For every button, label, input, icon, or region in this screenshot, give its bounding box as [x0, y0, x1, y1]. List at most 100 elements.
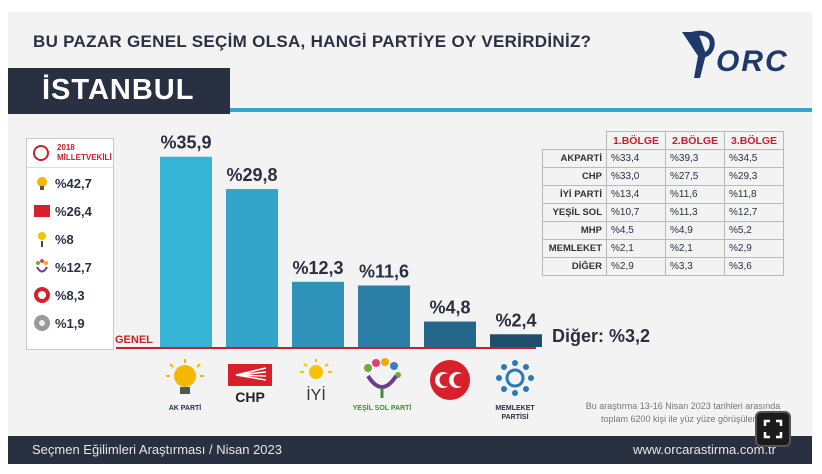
bar-value-label: %4,8 — [429, 298, 470, 318]
legend-item: %12,7 — [33, 257, 113, 277]
bar-value-label: %12,3 — [292, 258, 343, 278]
bar — [424, 321, 476, 347]
akparti-icon — [37, 177, 47, 190]
table-cell: %4,5 — [606, 221, 666, 240]
legend-value: %8,3 — [55, 288, 85, 303]
legend-year: 2018 — [57, 143, 75, 152]
table-cell: %3,6 — [724, 257, 784, 276]
table-cell: %11,3 — [665, 203, 725, 222]
city-banner: İSTANBUL — [8, 68, 230, 114]
bar-chart: %35,9 %29,8 %12,3 %11,6 %4,8 %2,4 — [160, 133, 542, 347]
table-header-row: 1.BÖLGE 2.BÖLGE 3.BÖLGE — [543, 131, 784, 150]
chp-icon — [34, 205, 50, 217]
table-row: CHP %33,0 %27,5 %29,3 — [542, 167, 784, 186]
column-header: 1.BÖLGE — [606, 131, 666, 150]
legend-item: %1,9 — [33, 313, 113, 333]
table-cell: %12,7 — [724, 203, 784, 222]
footer-website-link[interactable]: www.orcarastirma.com.tr — [632, 442, 776, 457]
chp-logo-text: CHP — [235, 389, 265, 404]
table-row: YEŞİL SOL %10,7 %11,3 %12,7 — [542, 203, 784, 222]
table-cell: %3,3 — [665, 257, 725, 276]
legend-subtitle: MİLLETVEKİLİ — [57, 153, 112, 162]
bar-value-label: %29,8 — [226, 165, 277, 185]
iyi-logo-icon: İYİ — [300, 359, 332, 404]
table-cell: %5,2 — [724, 221, 784, 240]
legend-value: %8 — [55, 232, 74, 247]
legend-value: %12,7 — [55, 260, 92, 275]
bar-value-label: %35,9 — [160, 133, 211, 153]
chp-logo-icon: CHP — [228, 364, 272, 404]
iyi-logo-text: İYİ — [306, 385, 326, 404]
row-party: DİĞER — [542, 257, 607, 276]
table-cell: %29,3 — [724, 167, 784, 186]
bar — [160, 156, 212, 347]
bar — [358, 285, 410, 347]
row-party: AKPARTİ — [542, 149, 607, 168]
baseline — [116, 347, 536, 349]
methodology-note: Bu araştırma 13-16 Nisan 2023 tarihleri … — [568, 400, 798, 426]
note-line: Bu araştırma 13-16 Nisan 2023 tarihleri … — [585, 401, 781, 411]
memleket-icon — [34, 315, 50, 331]
table-cell: %33,0 — [606, 167, 666, 186]
fullscreen-icon — [763, 419, 783, 439]
bar-value-label: %2,4 — [495, 310, 536, 330]
city-name: İSTANBUL — [42, 74, 195, 106]
table-cell: %33,4 — [606, 149, 666, 168]
table-cell: %10,7 — [606, 203, 666, 222]
yesil-sol-icon — [36, 259, 48, 273]
regional-table: 1.BÖLGE 2.BÖLGE 3.BÖLGE AKPARTİ %33,4 %39,… — [542, 131, 784, 276]
party-caption: YEŞİL SOL PARTİ — [352, 405, 412, 412]
table-cell: %27,5 — [665, 167, 725, 186]
table-row: MEMLEKET %2,1 %2,1 %2,9 — [542, 239, 784, 258]
row-party: İYİ PARTİ — [542, 185, 607, 204]
infographic: BU PAZAR GENEL SEÇİM OLSA, HANGİ PARTİYE… — [8, 12, 812, 464]
table-cell: %2,1 — [665, 239, 725, 258]
table-cell: %2,9 — [606, 257, 666, 276]
footer-survey-name: Seçmen Eğilimleri Araştırması / Nisan 20… — [32, 442, 282, 457]
row-party: MEMLEKET — [542, 239, 607, 258]
footer-bar: Seçmen Eğilimleri Araştırması / Nisan 20… — [8, 436, 812, 464]
mhp-logo-icon — [430, 360, 470, 400]
legend-item: %26,4 — [33, 201, 113, 221]
party-caption: MEMLEKET PARTİSİ — [495, 405, 535, 421]
orc-logo-icon — [682, 30, 715, 78]
other-label: Diğer: %3,2 — [552, 326, 651, 346]
table-cell: %11,8 — [724, 185, 784, 204]
table-row: İYİ PARTİ %13,4 %11,6 %11,8 — [542, 185, 784, 204]
legend-value: %42,7 — [55, 176, 92, 191]
row-party: YEŞİL SOL — [542, 203, 607, 222]
row-party: CHP — [542, 167, 607, 186]
fullscreen-button[interactable] — [755, 411, 791, 447]
party-caption: AK PARTİ — [168, 405, 202, 412]
note-line: toplam 6200 kişi ile yüz yüze görüşülere… — [600, 414, 766, 424]
legend-header: 2018 MİLLETVEKİLİ — [27, 139, 113, 168]
table-row: AKPARTİ %33,4 %39,3 %34,5 — [542, 149, 784, 168]
legend-item: %42,7 — [33, 173, 113, 193]
iyi-icon — [38, 232, 46, 247]
table-row: DİĞER %2,9 %3,3 %3,6 — [542, 257, 784, 276]
legend-item: %8 — [33, 229, 113, 249]
bar — [292, 281, 344, 347]
divider — [230, 108, 812, 112]
table-cell: %13,4 — [606, 185, 666, 204]
table-cell: %4,9 — [665, 221, 725, 240]
bar-value-label: %11,6 — [359, 262, 409, 282]
table-corner — [543, 132, 607, 150]
row-party: MHP — [542, 221, 607, 240]
memleket-logo-icon — [496, 360, 534, 396]
table-cell: %2,1 — [606, 239, 666, 258]
page-title: BU PAZAR GENEL SEÇİM OLSA, HANGİ PARTİYE… — [33, 32, 592, 51]
mhp-icon — [34, 287, 50, 303]
tbmm-seal-icon — [33, 145, 49, 161]
table-row: MHP %4,5 %4,9 %5,2 — [542, 221, 784, 240]
legend-value: %26,4 — [55, 204, 92, 219]
column-header: 2.BÖLGE — [665, 131, 725, 150]
bar — [490, 334, 542, 347]
legend-item: %8,3 — [33, 285, 113, 305]
akparti-logo-icon — [166, 359, 204, 394]
table-cell: %11,6 — [665, 185, 725, 204]
legend-value: %1,9 — [55, 316, 85, 331]
table-cell: %39,3 — [665, 149, 725, 168]
table-cell: %34,5 — [724, 149, 784, 168]
bar — [226, 189, 278, 347]
